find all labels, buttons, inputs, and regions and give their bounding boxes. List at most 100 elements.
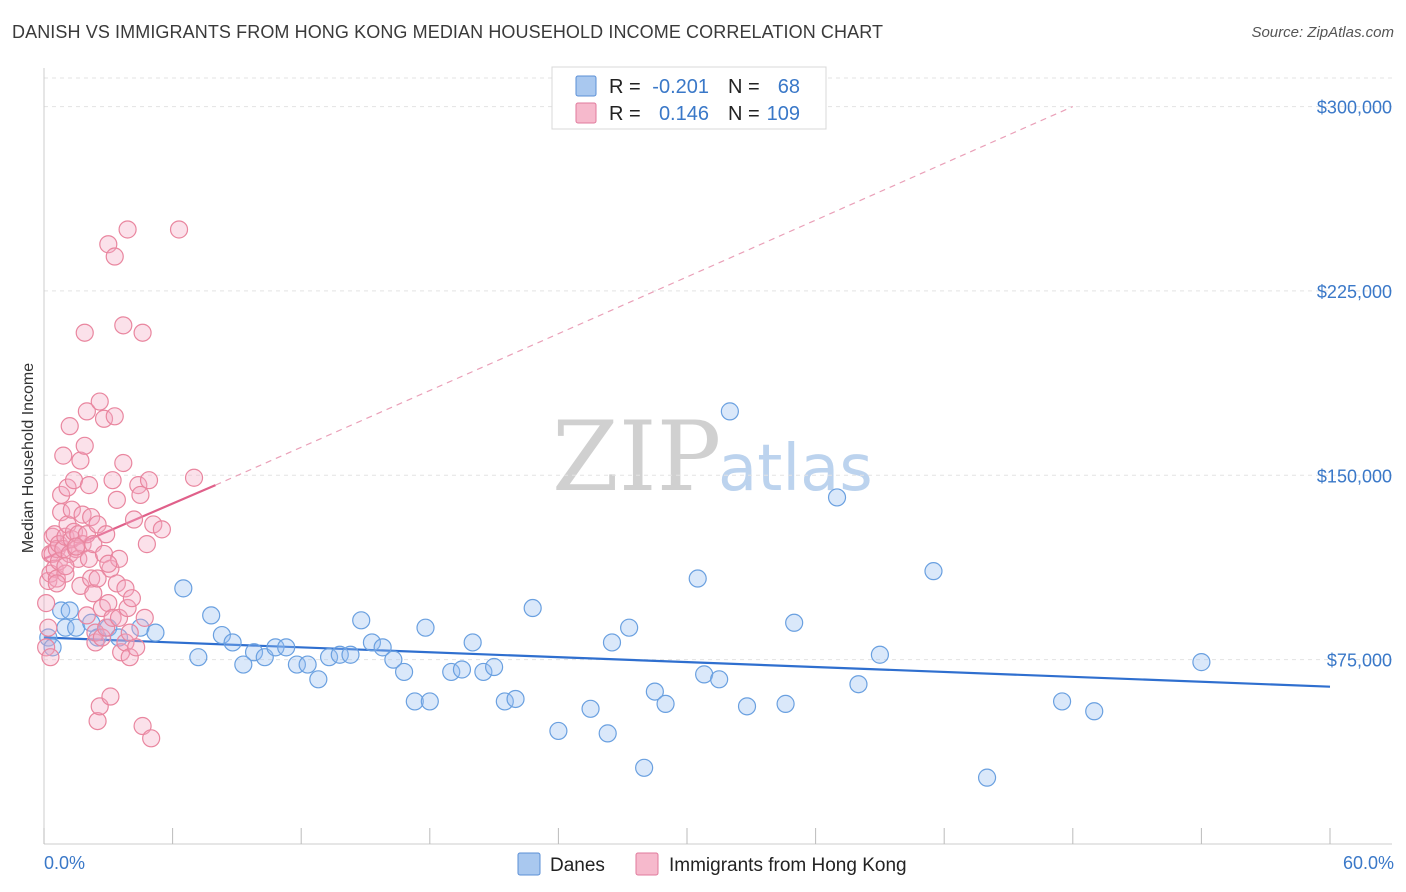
- point-1-80: [127, 638, 146, 657]
- trend-line-hong-kong-extension: [215, 106, 1074, 486]
- point-0-36: [442, 662, 461, 682]
- point-1-54: [94, 409, 114, 428]
- trend-line-hong-kong: [43, 484, 216, 560]
- legend-swatch-danes: [575, 75, 597, 97]
- point-0-52: [688, 569, 707, 588]
- point-0-24: [309, 670, 328, 689]
- point-1-16: [54, 446, 73, 465]
- point-0-12: [174, 579, 193, 598]
- legend-r-value-2: 0.146: [659, 103, 709, 125]
- point-1-42: [82, 569, 101, 588]
- legend-n-value-2: 109: [767, 103, 800, 125]
- point-1-77: [120, 648, 139, 667]
- watermark-atlas: atlas: [718, 432, 873, 506]
- point-1-64: [105, 247, 124, 266]
- point-1-36: [75, 436, 94, 455]
- point-0-22: [287, 655, 307, 674]
- x-tick-label-1: 60.0%: [1343, 853, 1394, 873]
- point-0-43: [523, 598, 542, 618]
- point-0-20: [266, 638, 285, 657]
- point-0-11: [146, 623, 165, 642]
- point-0-50: [645, 682, 664, 701]
- watermark-zip: ZIP: [552, 401, 721, 513]
- bottom-legend-hong-kong: Immigrants from Hong Kong: [669, 855, 907, 876]
- point-0-45: [581, 699, 600, 718]
- point-0-44: [549, 721, 568, 741]
- point-0-66: [1192, 653, 1211, 672]
- point-1-74: [118, 220, 137, 239]
- source-label: Source: ZipAtlas.com: [1251, 24, 1394, 41]
- point-1-37: [77, 402, 96, 421]
- point-1-96: [67, 537, 86, 556]
- point-1-41: [82, 507, 101, 527]
- point-1-9: [45, 525, 64, 544]
- point-0-34: [416, 618, 435, 637]
- point-1-60: [101, 687, 120, 706]
- point-1-62: [103, 471, 122, 490]
- point-0-60: [849, 675, 868, 694]
- point-0-14: [202, 606, 221, 625]
- point-0-13: [189, 648, 208, 667]
- point-0-56: [737, 697, 757, 716]
- point-0-55: [720, 402, 739, 421]
- y-tick-labels: $75,000 $150,000 $225,000 $300,000: [1317, 98, 1392, 671]
- point-1-86: [137, 535, 156, 554]
- point-1-24: [62, 500, 81, 519]
- point-1-35: [75, 323, 94, 342]
- point-1-87: [139, 471, 159, 490]
- data-points: [37, 220, 1211, 787]
- point-1-66: [107, 574, 126, 593]
- point-1-72: [116, 579, 135, 598]
- point-0-31: [384, 650, 403, 669]
- point-1-95: [56, 557, 75, 576]
- series-legend: Danes Immigrants from Hong Kong: [517, 852, 907, 876]
- point-0-25: [319, 648, 339, 667]
- point-1-97: [77, 606, 96, 625]
- point-1-98: [88, 569, 107, 588]
- point-1-27: [64, 471, 84, 490]
- point-0-30: [373, 638, 392, 657]
- point-1-52: [92, 628, 111, 647]
- y-tick-label-0: $75,000: [1327, 651, 1392, 671]
- point-0-41: [495, 692, 514, 711]
- point-1-32: [71, 451, 90, 470]
- point-1-90: [152, 520, 171, 539]
- point-0-64: [1052, 692, 1072, 711]
- point-1-3: [39, 618, 58, 637]
- point-0-62: [924, 562, 943, 581]
- point-0-26: [330, 645, 349, 664]
- point-0-58: [785, 613, 804, 632]
- point-1-94: [47, 574, 66, 593]
- point-0-18: [244, 643, 264, 662]
- point-1-0: [37, 594, 56, 613]
- point-1-1: [37, 638, 56, 657]
- point-1-71: [114, 453, 133, 473]
- point-1-39: [79, 476, 99, 495]
- point-1-21: [58, 478, 77, 497]
- bottom-legend-swatch-danes: [517, 852, 541, 876]
- point-0-29: [362, 633, 382, 652]
- y-tick-label-1: $150,000: [1317, 466, 1392, 486]
- point-1-63: [105, 407, 124, 426]
- point-1-82: [131, 485, 150, 505]
- x-tick-labels: 0.0% 60.0%: [44, 853, 1394, 873]
- point-1-56: [97, 525, 116, 544]
- legend-n-label-1: N =: [728, 76, 760, 98]
- point-0-16: [223, 633, 242, 652]
- point-0-17: [234, 655, 253, 674]
- point-0-28: [352, 611, 371, 630]
- point-1-73: [116, 633, 135, 652]
- point-1-44: [84, 584, 103, 603]
- point-1-84: [133, 323, 152, 342]
- point-0-48: [620, 618, 639, 637]
- point-1-78: [122, 589, 141, 608]
- point-0-27: [341, 645, 360, 664]
- correlation-legend: R = -0.201 N = 68 R = 0.146 N = 109: [551, 66, 827, 130]
- bottom-legend-swatch-hong-kong: [635, 852, 659, 876]
- point-0-40: [485, 657, 504, 677]
- point-1-49: [90, 392, 109, 411]
- point-0-32: [394, 662, 414, 682]
- point-0-23: [298, 655, 317, 674]
- axes: [43, 68, 1392, 845]
